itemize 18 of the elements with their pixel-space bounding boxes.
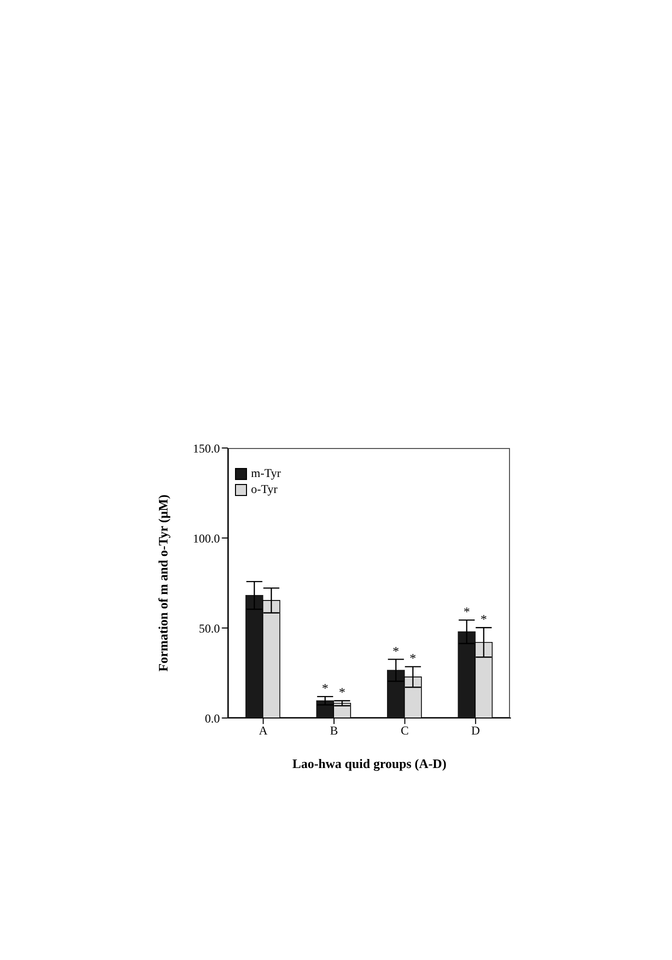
x-axis-title: Lao-hwa quid groups (A-D)	[292, 756, 446, 771]
annotation: *	[480, 612, 487, 627]
annotation: *	[463, 604, 470, 620]
x-tick-label: A	[258, 724, 268, 738]
x-tick-label: D	[471, 724, 480, 738]
annotation: *	[392, 643, 400, 658]
y-tick-label: 50.0	[198, 621, 220, 636]
legend-label: o-Tyr	[251, 482, 278, 497]
annotation: *	[322, 680, 328, 696]
annotation: *	[338, 684, 346, 700]
x-tick-label: B	[330, 724, 338, 738]
y-tick-label: 150.0	[192, 441, 220, 456]
y-tick-label: 100.0	[192, 531, 220, 546]
y-tick-label: 0.0	[204, 711, 220, 726]
y-axis-title: Formation of m and o-Tyr (μM)	[155, 494, 170, 672]
legend-label: m-Tyr	[251, 466, 281, 481]
x-tick-label: C	[400, 724, 409, 738]
annotation: *	[410, 650, 416, 666]
